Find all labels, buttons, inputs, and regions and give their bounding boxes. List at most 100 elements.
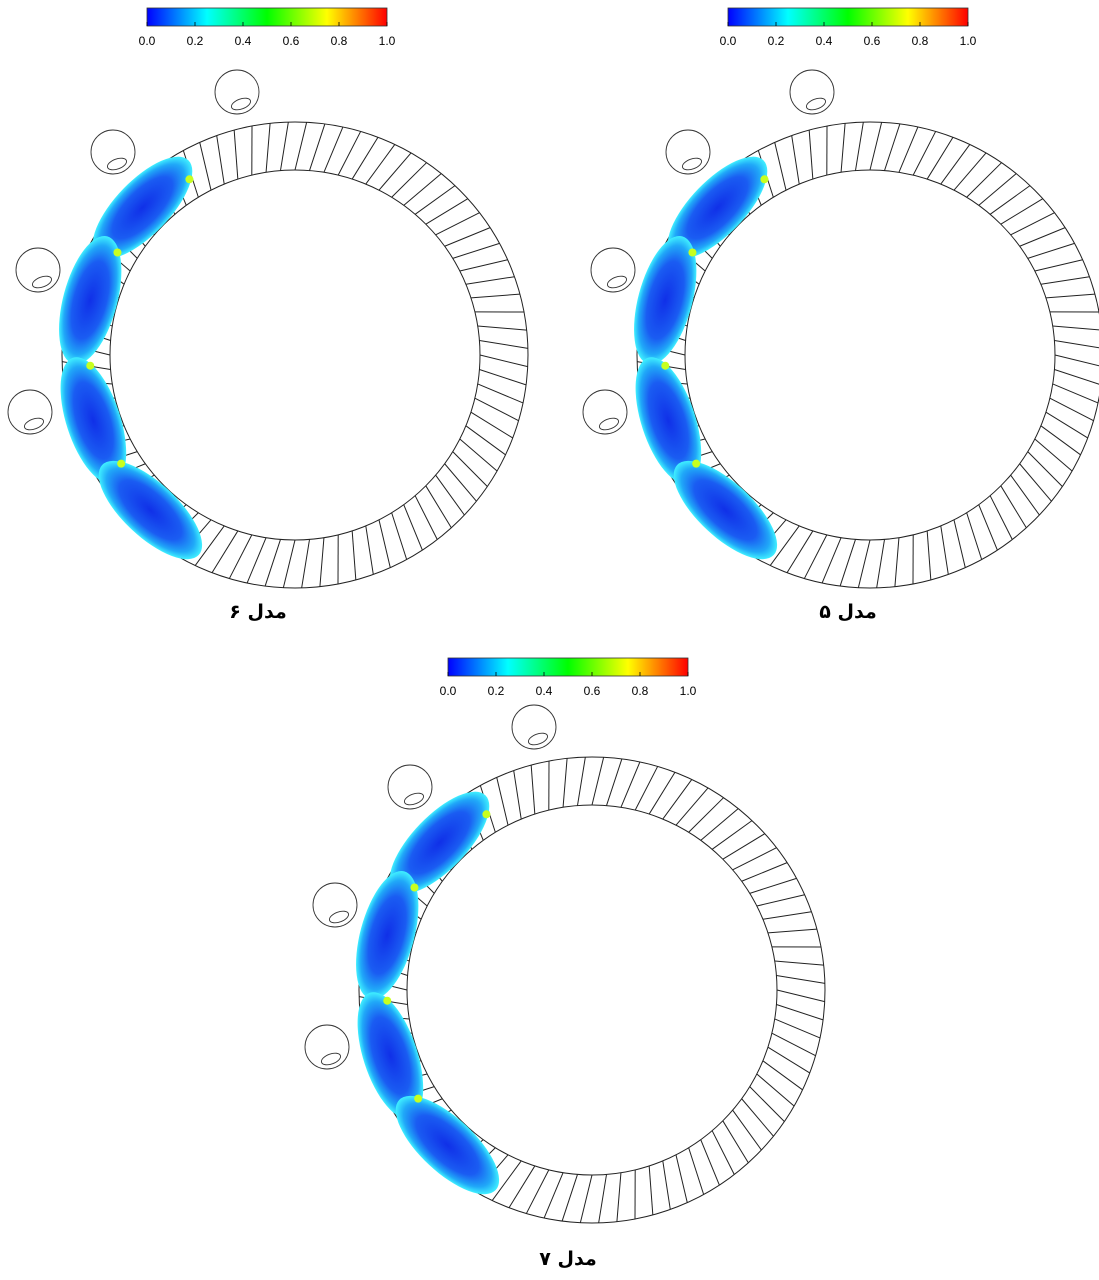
blade — [756, 894, 805, 907]
colorbar-tick-label: 1.0 — [379, 34, 396, 48]
bubble — [90, 129, 136, 175]
blade — [562, 758, 568, 808]
blade — [425, 485, 452, 529]
blade — [1027, 242, 1075, 259]
bubble-core — [805, 97, 827, 111]
blade — [391, 162, 427, 198]
blade — [194, 525, 225, 566]
blade — [940, 144, 971, 185]
blade — [675, 787, 709, 826]
colorbar-tick-label: 0.6 — [584, 684, 601, 698]
blade — [444, 463, 477, 502]
hot-spot — [117, 459, 126, 468]
hot-spot — [113, 248, 122, 257]
bubble — [214, 69, 260, 115]
bubble-core — [403, 792, 425, 806]
colorbar-tick-label: 1.0 — [960, 34, 977, 48]
blade — [989, 495, 1013, 540]
blade — [1040, 425, 1081, 456]
blade — [771, 1032, 816, 1057]
blade — [470, 293, 520, 299]
hot-spot — [86, 361, 95, 370]
blade — [756, 1073, 795, 1107]
colorbar-tick-label: 0.0 — [139, 34, 156, 48]
blade — [211, 530, 239, 573]
blade — [774, 142, 787, 191]
blade — [491, 1160, 522, 1201]
blade — [452, 242, 500, 259]
blade — [978, 504, 998, 551]
blade — [776, 1004, 824, 1021]
blade — [1019, 227, 1066, 247]
blade — [508, 1165, 536, 1208]
blade — [966, 162, 1002, 198]
blade — [808, 130, 814, 180]
contour-blob — [395, 1095, 500, 1195]
blade — [762, 911, 812, 920]
blade — [1052, 383, 1099, 404]
blade — [365, 525, 374, 575]
blade — [351, 530, 357, 580]
blade — [776, 989, 825, 1003]
bubble — [665, 129, 711, 175]
blade — [898, 126, 919, 173]
blade — [732, 847, 777, 871]
blade — [479, 339, 528, 349]
hot-spot — [760, 175, 769, 184]
colorbar-tick-label: 0.4 — [235, 34, 252, 48]
blade — [700, 808, 739, 841]
blade — [1027, 451, 1063, 487]
hot-spot — [482, 810, 491, 819]
blade — [774, 1018, 821, 1039]
blade — [1000, 198, 1044, 225]
blade — [762, 1060, 803, 1091]
hot-spot — [692, 459, 701, 468]
contour-blob — [92, 156, 193, 259]
blade — [1054, 354, 1099, 367]
blade — [620, 761, 641, 808]
blade — [337, 131, 362, 176]
blade — [926, 137, 954, 180]
blade — [598, 1174, 608, 1223]
contour-blob — [98, 460, 203, 560]
hot-spot — [414, 1094, 423, 1103]
blade — [648, 1165, 654, 1215]
blade — [403, 173, 442, 206]
bubble — [312, 882, 358, 928]
blade — [869, 122, 883, 171]
blade — [616, 1172, 622, 1222]
colorbar-tick-label: 0.2 — [488, 684, 505, 698]
bubble-core — [598, 417, 620, 431]
colorbar-tick-label: 0.8 — [632, 684, 649, 698]
colorbar-tick-label: 0.6 — [864, 34, 881, 48]
bubble — [582, 389, 628, 435]
blade — [876, 539, 886, 588]
contour-blob — [356, 870, 419, 1000]
colorbar — [447, 657, 689, 677]
panel-caption: مدل ۶ — [229, 601, 286, 623]
blade — [459, 438, 498, 472]
blade — [732, 1109, 762, 1151]
blade — [323, 126, 344, 173]
blade — [840, 123, 846, 173]
blade — [530, 765, 536, 815]
blade — [591, 757, 605, 806]
blade — [1010, 474, 1040, 516]
blade — [839, 539, 856, 587]
blade — [265, 123, 271, 173]
blade — [216, 135, 225, 185]
blade — [741, 1098, 774, 1137]
contour-blob — [389, 791, 490, 894]
blade — [648, 772, 676, 815]
blade — [675, 1154, 688, 1203]
blade — [989, 185, 1031, 215]
contour-blob — [634, 235, 697, 365]
colorbar-tick-label: 0.8 — [331, 34, 348, 48]
blade — [579, 1174, 593, 1223]
colorbar-tick-label: 0.0 — [440, 684, 457, 698]
blade — [1049, 397, 1094, 422]
blade — [470, 411, 513, 439]
blade — [513, 770, 522, 820]
blade — [722, 1120, 749, 1164]
